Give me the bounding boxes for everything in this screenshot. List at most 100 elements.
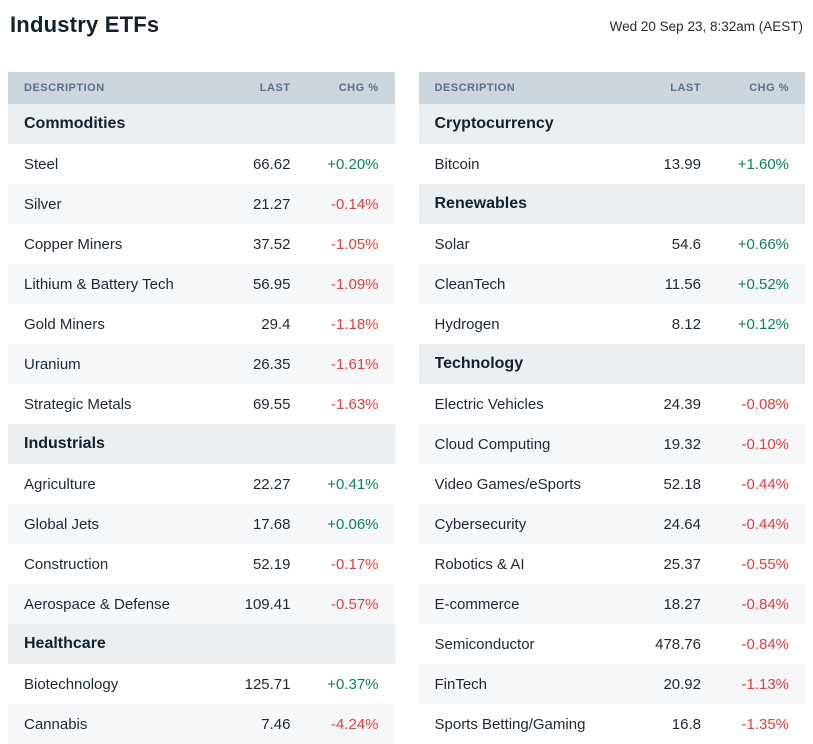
etf-change: -0.10% (741, 435, 789, 453)
section-header-commodities: Commodities (8, 104, 395, 144)
etf-name: Construction (24, 555, 109, 573)
table-row-aerospace-defense[interactable]: Aerospace & Defense 109.41 -0.57% (8, 584, 395, 624)
etf-last: 29.4 (261, 315, 291, 333)
etf-change: -0.44% (741, 475, 789, 493)
column-header-description: DESCRIPTION (434, 82, 516, 94)
etf-change: -1.13% (741, 675, 789, 693)
table-row-bitcoin[interactable]: Bitcoin 13.99 +1.60% (418, 144, 805, 184)
etf-change: -0.08% (741, 395, 789, 413)
etf-last: 109.41 (244, 595, 291, 613)
etf-name: FinTech (434, 675, 488, 693)
etf-name: Cannabis (24, 715, 88, 733)
etf-last: 8.12 (671, 315, 701, 333)
table-row-semiconductor[interactable]: Semiconductor 478.76 -0.84% (418, 624, 805, 664)
table-row-fintech[interactable]: FinTech 20.92 -1.13% (418, 664, 805, 704)
table-row-robotics-ai[interactable]: Robotics & AI 25.37 -0.55% (418, 544, 805, 584)
etf-name: Video Games/eSports (434, 475, 581, 493)
column-header-last: LAST (670, 82, 701, 94)
table-row-hydrogen[interactable]: Hydrogen 8.12 +0.12% (418, 304, 805, 344)
etf-change: +0.12% (737, 315, 789, 333)
table-row-strategic-metals[interactable]: Strategic Metals 69.55 -1.63% (8, 384, 395, 424)
etf-name: Gold Miners (24, 315, 105, 333)
etf-last: 54.6 (671, 235, 701, 253)
etf-change: -0.84% (741, 595, 789, 613)
etf-last: 125.71 (244, 675, 291, 693)
etf-last: 11.56 (664, 275, 701, 293)
section-label: Commodities (24, 115, 126, 132)
table-row-uranium[interactable]: Uranium 26.35 -1.61% (8, 344, 395, 384)
etf-name: Strategic Metals (24, 395, 132, 413)
table-row-copper-miners[interactable]: Copper Miners 37.52 -1.05% (8, 224, 395, 264)
etf-name: Global Jets (24, 515, 100, 533)
table-row-sports-betting-gaming[interactable]: Sports Betting/Gaming 16.8 -1.35% (418, 704, 805, 744)
table-row-cybersecurity[interactable]: Cybersecurity 24.64 -0.44% (418, 504, 805, 544)
etf-name: Steel (24, 155, 59, 173)
etf-name: Biotechnology (24, 675, 119, 693)
table-row-video-games-esports[interactable]: Video Games/eSports 52.18 -0.44% (418, 464, 805, 504)
section-label: Healthcare (24, 635, 106, 652)
etf-name: Aerospace & Defense (24, 595, 170, 613)
table-row-cleantech[interactable]: CleanTech 11.56 +0.52% (418, 264, 805, 304)
etf-last: 13.99 (663, 155, 701, 173)
etf-name: Sports Betting/Gaming (434, 715, 586, 733)
etf-last: 66.62 (252, 155, 291, 173)
etf-last: 20.92 (663, 675, 701, 693)
column-header-row: DESCRIPTION LAST CHG % (418, 72, 805, 104)
column-header-last: LAST (259, 82, 291, 94)
table-row-lithium-battery-tech[interactable]: Lithium & Battery Tech 56.95 -1.09% (8, 264, 395, 304)
table-row-global-jets[interactable]: Global Jets 17.68 +0.06% (8, 504, 395, 544)
section-header-renewables: Renewables (418, 184, 805, 224)
table-row-electric-vehicles[interactable]: Electric Vehicles 24.39 -0.08% (418, 384, 805, 424)
column-header-row: DESCRIPTION LAST CHG % (8, 72, 395, 104)
etf-name: Cybersecurity (434, 515, 527, 533)
etf-change: +0.41% (327, 475, 379, 493)
page-header: Industry ETFs Wed 20 Sep 23, 8:32am (AES… (0, 0, 813, 38)
etf-name: Lithium & Battery Tech (24, 275, 174, 293)
column-header-description: DESCRIPTION (24, 82, 105, 94)
etf-last: 18.27 (663, 595, 701, 613)
etf-name: Uranium (24, 355, 81, 373)
table-row-cloud-computing[interactable]: Cloud Computing 19.32 -0.10% (418, 424, 805, 464)
etf-change: -1.05% (330, 235, 379, 253)
etf-change: -1.18% (330, 315, 379, 333)
etf-name: Semiconductor (434, 635, 535, 653)
etf-last: 69.55 (252, 395, 291, 413)
section-label: Cryptocurrency (434, 115, 554, 132)
table-row-gold-miners[interactable]: Gold Miners 29.4 -1.18% (8, 304, 395, 344)
etf-name: Electric Vehicles (434, 395, 544, 413)
section-label: Technology (434, 355, 524, 372)
etf-name: E-commerce (434, 595, 520, 613)
etf-last: 56.95 (252, 275, 291, 293)
table-row-steel[interactable]: Steel 66.62 +0.20% (8, 144, 395, 184)
table-row-cannabis[interactable]: Cannabis 7.46 -4.24% (8, 704, 395, 744)
etf-last: 37.52 (252, 235, 291, 253)
etf-name: Agriculture (24, 475, 96, 493)
etf-change: +0.20% (327, 155, 379, 173)
etf-last: 24.39 (663, 395, 701, 413)
column-header-chg: CHG % (338, 82, 379, 94)
section-label: Renewables (434, 195, 527, 212)
etf-change: -0.44% (741, 515, 789, 533)
etf-change: -0.84% (741, 635, 789, 653)
etf-tables-container: DESCRIPTION LAST CHG % Commodities Steel… (0, 72, 813, 744)
etf-name: CleanTech (434, 275, 506, 293)
table-row-e-commerce[interactable]: E-commerce 18.27 -0.84% (418, 584, 805, 624)
etf-change: +0.66% (737, 235, 789, 253)
etf-change: -0.14% (330, 195, 379, 213)
table-row-biotechnology[interactable]: Biotechnology 125.71 +0.37% (8, 664, 395, 704)
etf-name: Hydrogen (434, 315, 500, 333)
section-header-industrials: Industrials (8, 424, 395, 464)
etf-last: 19.32 (663, 435, 701, 453)
section-header-healthcare: Healthcare (8, 624, 395, 664)
table-row-agriculture[interactable]: Agriculture 22.27 +0.41% (8, 464, 395, 504)
table-row-construction[interactable]: Construction 52.19 -0.17% (8, 544, 395, 584)
etf-last: 7.46 (261, 715, 291, 733)
etf-change: -1.35% (741, 715, 789, 733)
etf-change: +1.60% (737, 155, 789, 173)
etf-last: 52.19 (252, 555, 291, 573)
etf-change: -1.63% (330, 395, 379, 413)
etf-change: +0.37% (327, 675, 379, 693)
table-row-silver[interactable]: Silver 21.27 -0.14% (8, 184, 395, 224)
etf-name: Silver (24, 195, 62, 213)
table-row-solar[interactable]: Solar 54.6 +0.66% (418, 224, 805, 264)
